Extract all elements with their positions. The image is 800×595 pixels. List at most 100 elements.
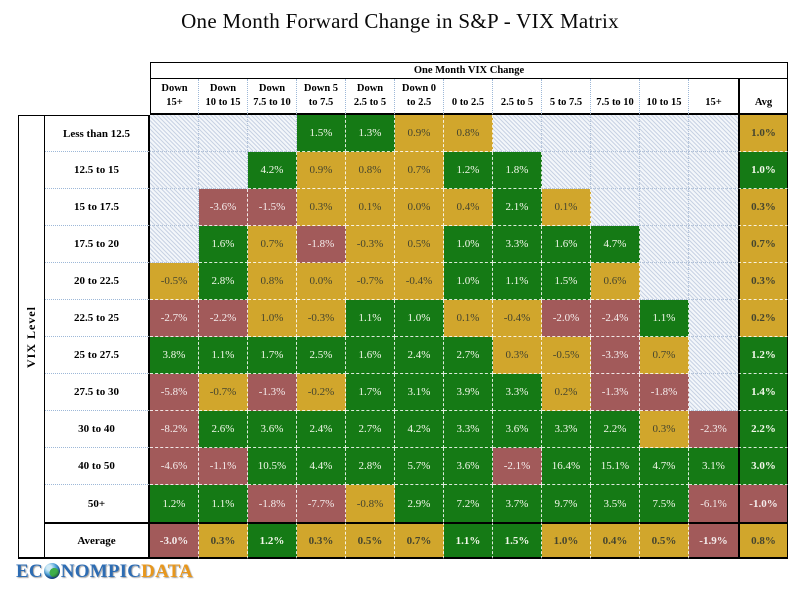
matrix-cell: -2.1%: [493, 448, 542, 485]
matrix-cell-empty: [542, 152, 591, 189]
matrix-cell: 0.2%: [542, 374, 591, 411]
matrix-cell-empty: [591, 115, 640, 152]
matrix-cell-empty: [689, 189, 738, 226]
matrix-cell: 0.5%: [346, 522, 395, 559]
matrix-cell: 1.5%: [493, 522, 542, 559]
matrix-cell: 2.2%: [738, 411, 788, 448]
matrix-cell: 0.7%: [248, 226, 297, 263]
matrix-cell: 1.1%: [493, 263, 542, 300]
matrix-cell: 3.6%: [248, 411, 297, 448]
matrix-cell: 1.2%: [444, 152, 493, 189]
matrix-cell: -0.7%: [199, 374, 248, 411]
matrix-cell: -1.3%: [591, 374, 640, 411]
matrix-cell-empty: [542, 115, 591, 152]
matrix-cell: 2.9%: [395, 485, 444, 522]
matrix-cell-empty: [689, 115, 738, 152]
matrix-cell-empty: [493, 115, 542, 152]
matrix-cell: -0.3%: [346, 226, 395, 263]
matrix-cell: -3.0%: [150, 522, 199, 559]
matrix-cell: 4.7%: [640, 448, 689, 485]
matrix-cell: 1.1%: [640, 300, 689, 337]
matrix-cell: 0.7%: [395, 152, 444, 189]
matrix-cell: 0.8%: [738, 522, 788, 559]
globe-icon: [43, 563, 60, 579]
matrix-cell: 3.3%: [444, 411, 493, 448]
matrix-cell: 2.4%: [395, 337, 444, 374]
matrix-cell-empty: [689, 152, 738, 189]
matrix-cell: 0.3%: [493, 337, 542, 374]
row-label: 25 to 27.5: [45, 337, 150, 374]
matrix-cell: -2.3%: [689, 411, 738, 448]
matrix-cell: 2.6%: [199, 411, 248, 448]
matrix-cell: -8.2%: [150, 411, 199, 448]
col-header: Down 15+: [150, 79, 199, 115]
matrix-cell: 1.0%: [542, 522, 591, 559]
col-header: 10 to 15: [640, 79, 689, 115]
matrix-cell: 0.5%: [395, 226, 444, 263]
matrix-cell: -3.3%: [591, 337, 640, 374]
row-label: Less than 12.5: [45, 115, 150, 152]
matrix-cell: 0.8%: [346, 152, 395, 189]
matrix-cell: 1.2%: [248, 522, 297, 559]
matrix-cell-empty: [150, 152, 199, 189]
matrix-cell: -1.1%: [199, 448, 248, 485]
matrix-cell: 1.2%: [150, 485, 199, 522]
matrix-cell: -1.8%: [297, 226, 346, 263]
matrix-cell: 3.1%: [395, 374, 444, 411]
matrix-cell-empty: [248, 115, 297, 152]
matrix-cell: 5.7%: [395, 448, 444, 485]
matrix-cell: 0.3%: [297, 522, 346, 559]
matrix-cell: 0.7%: [738, 226, 788, 263]
matrix-cell: 0.4%: [444, 189, 493, 226]
matrix-cell: 4.2%: [395, 411, 444, 448]
col-header: Down 0 to 2.5: [395, 79, 444, 115]
matrix-cell: 0.1%: [542, 189, 591, 226]
matrix-cell: 7.2%: [444, 485, 493, 522]
row-label: 17.5 to 20: [45, 226, 150, 263]
page-title: One Month Forward Change in S&P - VIX Ma…: [181, 9, 619, 33]
matrix-cell: 0.3%: [640, 411, 689, 448]
vix-matrix-table: One Month VIX Change VIX Level Down 15+ Do…: [18, 62, 788, 559]
col-header: 0 to 2.5: [444, 79, 493, 115]
row-axis-label: VIX Level: [24, 305, 38, 368]
matrix-cell: -0.4%: [493, 300, 542, 337]
matrix-cell-empty: [591, 189, 640, 226]
matrix-cell: 1.7%: [248, 337, 297, 374]
matrix-cell: 4.2%: [248, 152, 297, 189]
matrix-cell: 0.6%: [591, 263, 640, 300]
matrix-cell: 9.7%: [542, 485, 591, 522]
matrix-cell: 7.5%: [640, 485, 689, 522]
matrix-cell: 0.3%: [199, 522, 248, 559]
matrix-cell: 2.7%: [346, 411, 395, 448]
logo-text-suffix: DATA: [141, 561, 193, 582]
col-header: Down 5 to 7.5: [297, 79, 346, 115]
matrix-cell-empty: [689, 263, 738, 300]
matrix-cell: 0.7%: [640, 337, 689, 374]
matrix-cell: 2.5%: [297, 337, 346, 374]
matrix-cell-empty: [689, 337, 738, 374]
matrix-cell: 3.0%: [738, 448, 788, 485]
col-header: Down 2.5 to 5: [346, 79, 395, 115]
matrix-cell-empty: [640, 226, 689, 263]
row-label: 50+: [45, 485, 150, 522]
row-label: 27.5 to 30: [45, 374, 150, 411]
matrix-cell: 1.5%: [542, 263, 591, 300]
matrix-cell: -0.8%: [346, 485, 395, 522]
matrix-cell: 3.6%: [444, 448, 493, 485]
matrix-cell: 0.1%: [346, 189, 395, 226]
row-label: 15 to 17.5: [45, 189, 150, 226]
matrix-cell: 16.4%: [542, 448, 591, 485]
matrix-cell: -1.3%: [248, 374, 297, 411]
matrix-cell-empty: [150, 189, 199, 226]
matrix-cell: -7.7%: [297, 485, 346, 522]
matrix-cell: 2.7%: [444, 337, 493, 374]
matrix-cell: 0.4%: [591, 522, 640, 559]
matrix-cell: 3.6%: [493, 411, 542, 448]
matrix-cell: 1.0%: [444, 226, 493, 263]
matrix-cell-empty: [689, 374, 738, 411]
matrix-cell-empty: [150, 115, 199, 152]
matrix-cell: 1.1%: [199, 485, 248, 522]
matrix-cell: 1.3%: [346, 115, 395, 152]
matrix-cell: -3.6%: [199, 189, 248, 226]
col-header: Down 7.5 to 10: [248, 79, 297, 115]
